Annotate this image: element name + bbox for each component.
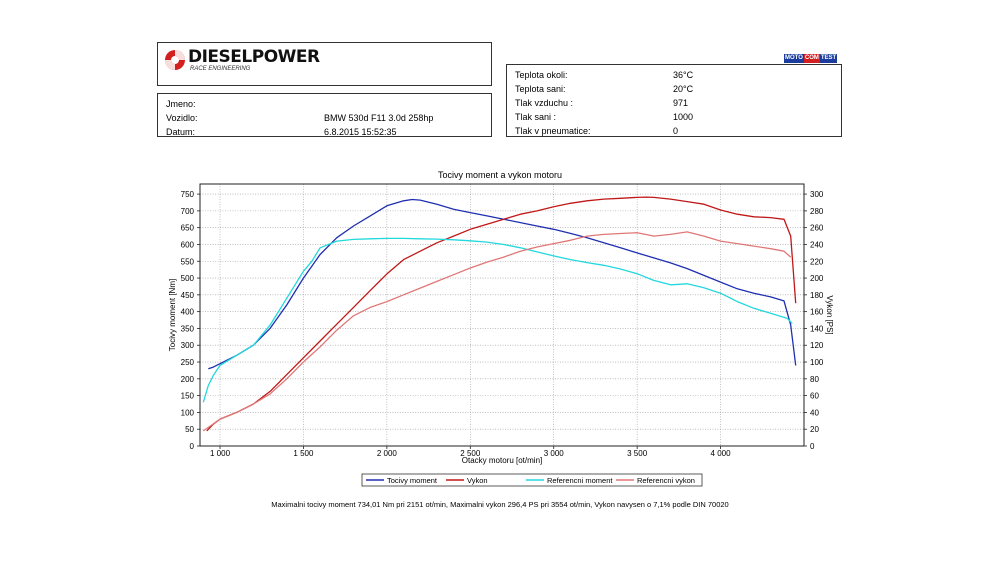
y2-tick-label: 120 (810, 341, 824, 350)
y2-tick-label: 280 (810, 207, 824, 216)
mototest-logo-part-a: MOTO (784, 54, 804, 63)
x-axis-label: Otacky motoru [ot/min] (462, 456, 542, 465)
y-tick-label: 50 (185, 425, 194, 434)
condition-label: Tlak vzduchu : (515, 98, 574, 108)
y-tick-label: 300 (181, 341, 195, 350)
x-tick-label: 3 500 (627, 449, 648, 458)
condition-label: Teplota sani: (515, 84, 566, 94)
mototest-logo-part-b: COM (803, 54, 820, 63)
y2-tick-label: 180 (810, 291, 824, 300)
legend-label: Vykon (467, 476, 488, 485)
y-tick-label: 700 (181, 207, 195, 216)
condition-value: 20°C (673, 84, 694, 94)
y2-tick-label: 60 (810, 392, 819, 401)
y-tick-label: 450 (181, 291, 195, 300)
series-line (202, 237, 793, 403)
plot-frame (199, 183, 805, 447)
y2-tick-label: 20 (810, 425, 819, 434)
y-tick-label: 750 (181, 190, 195, 199)
name-label: Jmeno: (166, 99, 196, 109)
chart-title: Tocivy moment a vykon motoru (437, 170, 563, 180)
series-line (202, 231, 792, 432)
y2-tick-label: 200 (810, 274, 824, 283)
y2-tick-label: 0 (810, 442, 815, 451)
y2-tick-label: 160 (810, 308, 824, 317)
y2-axis-label: Vykon [PS] (825, 295, 834, 334)
x-tick-label: 3 000 (544, 449, 565, 458)
y-tick-label: 400 (181, 308, 195, 317)
y-tick-label: 200 (181, 375, 195, 384)
x-tick-label: 2 000 (377, 449, 398, 458)
vehicle-label: Vozidlo: (166, 113, 198, 123)
x-tick-label: 2 500 (460, 449, 481, 458)
summary-text: Maximalni tocivy moment 734,01 Nm pri 21… (271, 500, 729, 509)
y-tick-label: 600 (181, 240, 195, 249)
y2-tick-label: 80 (810, 375, 819, 384)
y-tick-label: 500 (181, 274, 195, 283)
vehicle-info-box: Jmeno: Vozidlo: BMW 530d F11 3.0d 258hp … (157, 93, 492, 137)
legend-label: Tocivy moment (387, 476, 438, 485)
y-tick-label: 350 (181, 324, 195, 333)
turbo-logo-icon (165, 50, 185, 70)
mototest-logo-part-c: TEST (819, 54, 838, 63)
date-value: 6.8.2015 15:52:35 (324, 127, 397, 137)
y-tick-label: 0 (190, 442, 195, 451)
brand-logo-text: DIESELPOWER (188, 47, 320, 67)
condition-label: Tlak sani : (515, 112, 557, 122)
test-conditions-box: Teplota okoli: 36°C Teplota sani: 20°C T… (506, 64, 842, 137)
date-label: Datum: (166, 127, 196, 137)
legend-label: Referencni vykon (637, 476, 695, 485)
condition-value: 36°C (673, 70, 694, 80)
legend-label: Referencni moment (547, 476, 613, 485)
y2-tick-label: 40 (810, 408, 819, 417)
condition-value: 0 (673, 126, 679, 136)
vehicle-value: BMW 530d F11 3.0d 258hp (324, 113, 434, 123)
brand-subtitle: RACE ENGINEERING (190, 66, 251, 72)
y2-tick-label: 100 (810, 358, 824, 367)
y-tick-label: 100 (181, 408, 195, 417)
logo-box: DIESELPOWER RACE ENGINEERING (157, 42, 492, 86)
series-line (206, 196, 797, 432)
condition-label: Teplota okoli: (515, 70, 568, 80)
condition-value: 1000 (673, 112, 694, 122)
y-tick-label: 250 (181, 358, 195, 367)
condition-value: 971 (673, 98, 689, 108)
x-tick-label: 1 500 (293, 449, 314, 458)
series-line (208, 198, 797, 370)
y-tick-label: 550 (181, 257, 195, 266)
condition-label: Tlak v pneumatice: (515, 126, 591, 136)
y2-tick-label: 140 (810, 324, 824, 333)
y-tick-label: 150 (181, 392, 195, 401)
y2-tick-label: 300 (810, 190, 824, 199)
y2-tick-label: 240 (810, 240, 824, 249)
x-tick-label: 1 000 (210, 449, 231, 458)
mototest-logo: MOTO COM TEST (784, 54, 838, 63)
y2-tick-label: 220 (810, 257, 824, 266)
y2-tick-label: 260 (810, 224, 824, 233)
y-axis-label: Tocivy moment [Nm] (168, 279, 177, 351)
x-tick-label: 4 000 (711, 449, 732, 458)
y-tick-label: 650 (181, 224, 195, 233)
